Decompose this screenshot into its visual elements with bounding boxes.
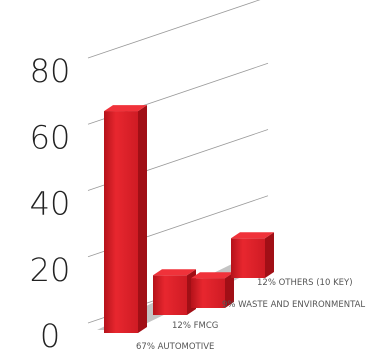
bars <box>104 105 274 333</box>
category-label: 12% OTHERS (10 KEY) <box>257 278 353 288</box>
category-label: 67% AUTOMOTIVE <box>136 342 214 352</box>
y-tick-label: 20 <box>30 251 71 289</box>
bar-side <box>225 272 234 308</box>
bar-top <box>153 269 196 276</box>
category-label: 9% WASTE AND ENVIRONMENTAL <box>222 300 365 310</box>
bar-front <box>153 275 187 315</box>
y-tick-label: 0 <box>40 317 60 352</box>
bar <box>191 272 234 308</box>
bar <box>153 269 196 315</box>
bar-side <box>265 232 274 278</box>
bar <box>231 232 274 278</box>
bar-side <box>138 105 147 333</box>
x-axis-labels: 67% AUTOMOTIVE 12% FMCG 9% WASTE AND ENVIR… <box>136 278 365 352</box>
bar-front <box>231 238 265 278</box>
bar-top <box>104 105 147 112</box>
grid-line <box>87 0 261 59</box>
bar <box>104 105 147 333</box>
y-tick-label: 60 <box>30 118 71 156</box>
bar-front <box>191 278 225 308</box>
y-tick-label: 80 <box>30 52 71 90</box>
y-tick-label: 40 <box>30 185 71 223</box>
bar-top <box>231 232 274 239</box>
y-axis-ticks: 0 20 40 60 80 <box>30 52 71 352</box>
bar-top <box>191 272 234 279</box>
bar-front <box>104 111 138 333</box>
category-label: 12% FMCG <box>172 321 218 331</box>
